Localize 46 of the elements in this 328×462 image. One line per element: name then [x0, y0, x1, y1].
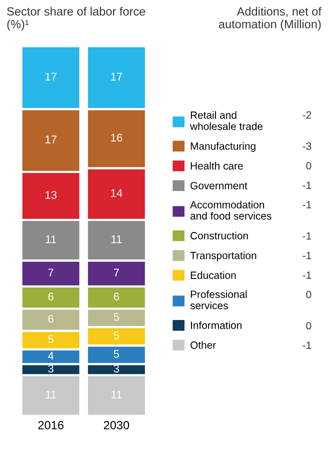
data-label: 3: [114, 364, 120, 373]
legend-label: Information: [191, 321, 242, 330]
legend-label: Manufacturing: [190, 142, 256, 152]
data-label: 7: [48, 268, 54, 276]
data-label: 17: [46, 72, 56, 80]
legend-label: Transportation: [190, 252, 256, 262]
data-label: 5: [114, 332, 120, 340]
legend-label: Education: [190, 271, 236, 279]
text: -1: [302, 182, 312, 189]
x-tick-label: 2030: [104, 420, 130, 430]
text: -1: [302, 232, 312, 240]
legend-label: Construction: [190, 232, 248, 240]
data-label: 11: [112, 235, 122, 244]
text: -3: [302, 142, 312, 150]
data-label: 17: [111, 72, 122, 80]
data-label: 3: [48, 364, 54, 373]
data-label: 5: [48, 335, 54, 344]
legend-label: Retail and wholesale trade: [190, 111, 263, 130]
legend-label: Other: [190, 341, 216, 349]
x-tick-label: 2016: [38, 420, 64, 430]
data-label: 5: [114, 350, 120, 358]
data-label: 13: [46, 191, 57, 199]
data-label: 11: [46, 235, 56, 244]
data-label: 7: [114, 268, 119, 276]
data-label: 4: [48, 352, 54, 360]
text: Additions, net of automation (Million): [218, 6, 322, 31]
data-label: 6: [48, 292, 54, 301]
text: -1: [302, 342, 312, 349]
legend-label: Government: [190, 182, 248, 190]
text: -1: [302, 252, 312, 260]
data-label: 6: [48, 314, 54, 323]
text: -1: [302, 272, 312, 279]
text: 0: [306, 290, 312, 298]
data-label: 16: [111, 134, 122, 142]
data-label: 17: [46, 136, 56, 144]
legend-label: Accommodation and food services: [190, 200, 272, 220]
text: -1: [302, 201, 312, 208]
data-label: 14: [111, 189, 122, 197]
data-label: 5: [114, 313, 120, 321]
text: 0: [306, 322, 312, 330]
data-label: 6: [114, 292, 120, 301]
legend-label: Health care: [190, 162, 243, 170]
legend-label: Professional services: [190, 290, 247, 310]
chart-title: Sector share of labor force (%)¹: [7, 6, 146, 31]
text: 0: [306, 162, 312, 170]
text: -2: [302, 111, 312, 118]
